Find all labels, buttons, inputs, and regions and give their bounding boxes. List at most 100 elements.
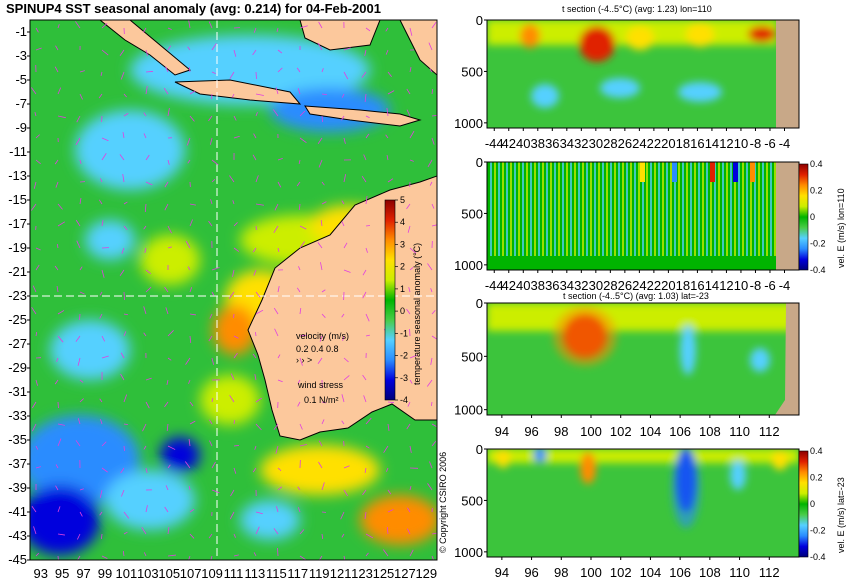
velocity-vector [386, 108, 389, 117]
map-x-tick-label: 103 [137, 566, 159, 580]
velocity-vector [252, 247, 257, 253]
t-section-lat-y-tick-label: 1000 [454, 403, 483, 418]
velocity-vector [166, 423, 169, 432]
velocity-vector [143, 306, 147, 315]
velocity-vector [101, 153, 107, 161]
velocity-vector [233, 135, 240, 139]
velocity-vector [427, 263, 433, 271]
t-section-lon-x-tick-label: 20 [661, 136, 675, 151]
velocity-vector [361, 175, 367, 183]
velocity-vector [167, 246, 172, 249]
vel-section-lon-stripe [742, 162, 744, 256]
vel-section-lon-stripe [590, 162, 592, 256]
velocity-vector [273, 225, 279, 234]
velocity-vector [409, 549, 414, 557]
vel-section-lon-stripe [546, 162, 548, 256]
velocity-vector [341, 420, 345, 425]
velocity-vector [233, 115, 237, 121]
t-section-lon-x-tick-label: 38 [531, 136, 545, 151]
velocity-vector [341, 221, 345, 227]
velocity-vector [121, 489, 125, 497]
vel-section-lat-x-tick-label: 102 [610, 565, 632, 580]
velocity-vector [361, 71, 367, 78]
vel-section-lon-core [710, 162, 715, 182]
velocity-vector [387, 489, 392, 495]
t-section-lon-frame [486, 19, 800, 129]
velocity-vector [144, 203, 147, 213]
vel-section-lon-stripe [670, 162, 672, 256]
velocity-vector [33, 526, 37, 535]
velocity-vector [362, 374, 367, 381]
vel-section-lon-stripe [650, 162, 652, 256]
velocity-vector [255, 526, 260, 535]
velocity-vector [208, 115, 213, 122]
velocity-vector [387, 71, 392, 78]
velocity-vector [255, 331, 257, 337]
vel-section-lat-y-tick-label: 500 [461, 493, 483, 508]
velocity-vector [79, 313, 81, 321]
map-x-tick-label: 95 [55, 566, 69, 580]
velocity-vector [188, 555, 191, 560]
velocity-vector [100, 71, 103, 76]
velocity-vector [145, 401, 150, 409]
velocity-vector [429, 68, 433, 73]
velocity-vector [426, 379, 433, 387]
map-x-tick-label: 101 [116, 566, 138, 580]
velocity-vector [343, 465, 350, 469]
velocity-vector [164, 181, 169, 188]
velocity-vector [189, 420, 196, 425]
vel-section-lon-stripe [602, 162, 604, 256]
velocity-vector [35, 466, 41, 469]
velocity-vector [99, 291, 103, 296]
vel-section-lon-stripe [758, 162, 760, 256]
vel-colorbar-tick-label: -0.4 [810, 552, 826, 562]
velocity-vector [143, 332, 147, 337]
velocity-vector [35, 445, 39, 450]
vel-section-lon-stripe [726, 162, 728, 256]
vel-colorbar-tick-label: -0.4 [810, 265, 826, 275]
velocity-vector [187, 266, 191, 271]
velocity-vector [299, 357, 303, 366]
velocity-vector [145, 269, 151, 275]
velocity-vector [32, 285, 37, 293]
velocity-vector [56, 286, 59, 293]
vel-section-lon-stripe [550, 162, 552, 256]
velocity-vector [167, 45, 172, 51]
velocity-vector [252, 467, 257, 473]
velocity-vector [121, 247, 125, 254]
map-y-tick-label: -39 [8, 480, 27, 495]
velocity-vector [101, 22, 108, 29]
velocity-vector [363, 395, 367, 403]
velocity-vector [233, 445, 240, 447]
t-section-lat-x-tick-label: 94 [495, 424, 509, 439]
velocity-vector [79, 379, 84, 383]
velocity-vector [101, 220, 104, 227]
velocity-vector [299, 555, 307, 560]
velocity-vector [167, 464, 171, 469]
velocity-vector [233, 467, 237, 474]
map-x-tick-label: 105 [158, 566, 180, 580]
velocity-vector [189, 287, 193, 293]
velocity-vector [123, 201, 128, 205]
velocity-vector [253, 269, 257, 276]
velocity-vector [143, 133, 147, 139]
velocity-vector [298, 266, 301, 271]
vel-section-lon-stripe [558, 162, 560, 256]
velocity-vector [208, 220, 213, 227]
vel-section-lat-y-tick-label: 1000 [454, 545, 483, 560]
velocity-vector [165, 66, 169, 73]
velocity-vector [406, 88, 411, 95]
velocity-vector [431, 335, 437, 340]
vel-section-lon-stripe [570, 162, 572, 256]
velocity-vector [255, 291, 261, 298]
velocity-vector [35, 27, 39, 33]
velocity-vector [321, 313, 326, 318]
velocity-vector [31, 307, 37, 315]
velocity-vector [100, 419, 103, 425]
velocity-vector [409, 159, 414, 162]
map-y-tick-label: -3 [15, 48, 27, 63]
velocity-vector [57, 423, 65, 426]
vel-section-lon-core [672, 162, 677, 182]
velocity-vector [187, 46, 191, 51]
